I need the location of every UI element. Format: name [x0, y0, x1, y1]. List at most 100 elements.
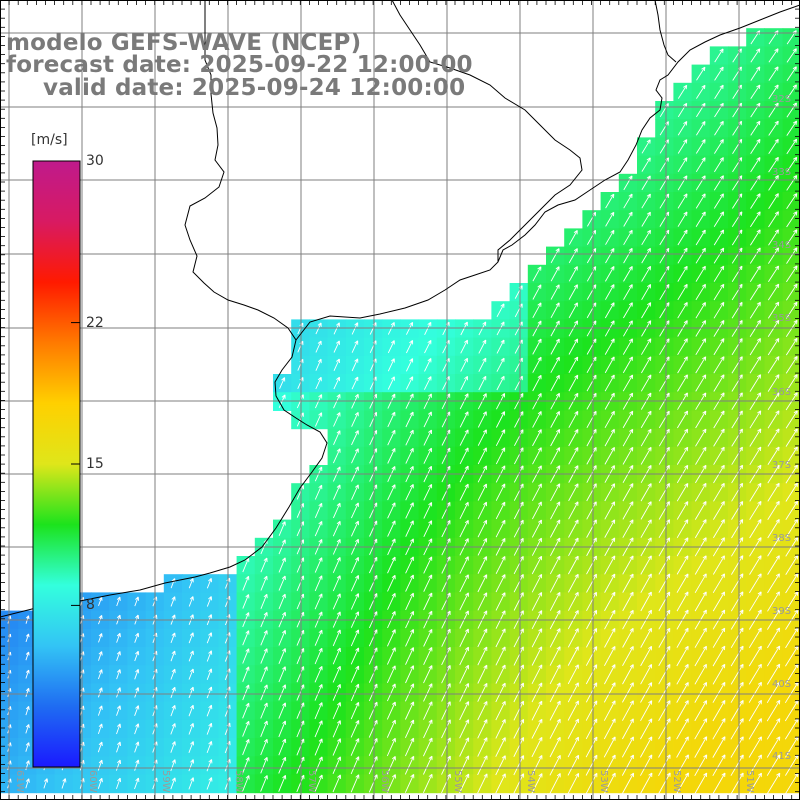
wind-arrow [495, 682, 506, 703]
wind-arrow [260, 738, 268, 756]
wind-arrow [695, 139, 706, 154]
wind-arrow [622, 646, 634, 667]
wind-arrow [332, 502, 341, 519]
wind-arrow [170, 777, 176, 790]
wind-arrow [188, 632, 194, 644]
wind-arrow [749, 247, 761, 264]
wind-arrow [513, 555, 524, 575]
wind-arrow [351, 411, 359, 427]
wind-arrow [549, 664, 561, 685]
wind-arrow [387, 592, 396, 610]
wind-arrow [242, 684, 250, 701]
wind-arrow [333, 358, 340, 371]
wind-arrow [658, 718, 671, 740]
wind-arrow [658, 573, 671, 593]
wind-arrow [658, 555, 671, 575]
wind-arrow [713, 428, 725, 447]
wind-arrow [477, 719, 488, 739]
wind-arrow [713, 519, 725, 539]
wind-arrow [767, 283, 780, 301]
wind-arrow [605, 284, 615, 300]
wind-arrow [278, 738, 287, 756]
wind-arrow [350, 756, 360, 775]
wind-arrow [170, 650, 176, 662]
wind-arrow [712, 718, 726, 740]
wind-arrow [459, 592, 469, 611]
wind-arrow [404, 755, 415, 775]
wind-arrow [387, 556, 396, 574]
wind-arrow [786, 301, 798, 319]
wind-arrow [116, 669, 121, 680]
wind-arrow [585, 700, 598, 721]
wind-arrow [768, 84, 779, 100]
wind-arrow [621, 736, 634, 758]
latitude-label: 37S [772, 460, 791, 471]
wind-arrow [658, 483, 670, 502]
wind-arrow [695, 446, 707, 465]
wind-arrow [640, 645, 653, 667]
wind-arrow [423, 719, 433, 739]
wind-arrow [278, 648, 286, 664]
wind-arrow [785, 482, 798, 502]
wind-arrow [549, 628, 561, 648]
wind-arrow [603, 772, 616, 795]
wind-arrow [97, 777, 103, 789]
wind-arrow [459, 628, 469, 647]
wind-arrow [513, 628, 524, 648]
wind-arrow [695, 428, 707, 447]
wind-arrow [677, 302, 688, 319]
wind-arrow [768, 48, 779, 63]
wind-arrow [550, 338, 560, 355]
wind-arrow [116, 723, 121, 735]
wind-arrow [278, 684, 287, 701]
wind-arrow [677, 374, 688, 392]
wind-arrow [422, 755, 433, 775]
wind-arrow [477, 755, 488, 776]
wind-arrow [696, 121, 706, 136]
wind-arrow [695, 193, 706, 209]
wind-arrow [495, 447, 506, 465]
wind-arrow [43, 778, 49, 789]
wind-arrow [658, 736, 671, 758]
wind-arrow [604, 664, 616, 685]
wind-arrow [423, 447, 432, 464]
wind-arrow [622, 700, 634, 721]
coastline [0, 0, 800, 618]
wind-arrow [405, 556, 414, 574]
wind-arrow [730, 700, 744, 722]
wind-arrow [350, 520, 359, 537]
wind-arrow [134, 723, 140, 735]
wind-arrow [314, 520, 323, 537]
wind-arrow [459, 501, 469, 519]
wind-arrow [495, 664, 506, 684]
wind-arrow [386, 647, 396, 665]
wind-arrow [25, 633, 30, 643]
wind-arrow [405, 358, 414, 372]
wind-arrow [531, 664, 543, 685]
wind-arrow [677, 283, 688, 301]
wind-arrow [786, 211, 798, 228]
wind-arrow [315, 358, 322, 371]
wind-arrow [676, 736, 689, 758]
wind-arrow [459, 755, 470, 775]
wind-arrow [768, 229, 779, 246]
wind-arrow [386, 629, 396, 647]
wind-arrow [605, 193, 615, 209]
wind-arrow [713, 356, 725, 374]
wind-arrow [658, 682, 671, 703]
wind-arrow [622, 410, 634, 429]
wind-arrow [640, 736, 653, 758]
wind-arrow [641, 356, 652, 374]
wind-arrow [477, 501, 487, 520]
wind-arrow [767, 500, 780, 520]
wind-arrow [495, 773, 506, 794]
wind-arrow [206, 650, 213, 662]
axis-labels: 61W 60W 59W 58W 57W 56W 55W 54W 53W 52W 51W 32S 33S 3… [14, 94, 791, 793]
wind-arrow [604, 627, 616, 648]
wind-arrow [731, 482, 744, 502]
wind-arrow [206, 777, 213, 790]
wind-arrow [332, 575, 341, 592]
wind-arrow [750, 211, 761, 228]
wind-arrow [405, 520, 414, 537]
